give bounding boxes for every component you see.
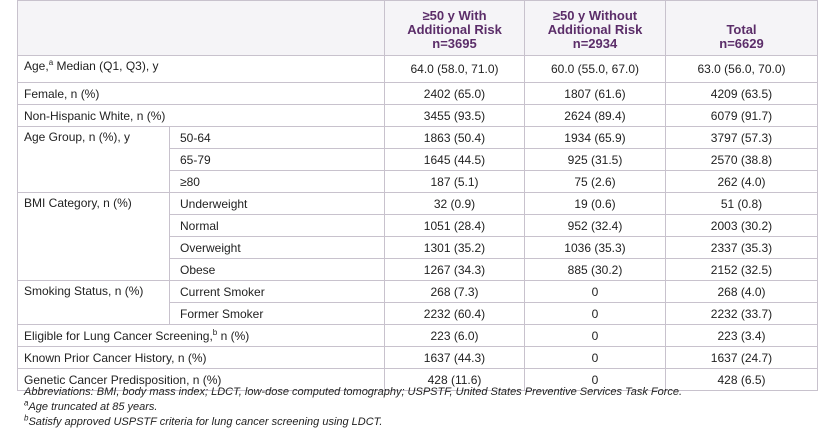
row-label-smoking-status: Smoking Status, n (%)	[17, 280, 170, 325]
table-row: Age Group, n (%), y 50-64 1863 (50.4) 19…	[17, 126, 818, 193]
cell-value: 0	[524, 302, 666, 325]
cell-value: 952 (32.4)	[524, 214, 666, 237]
cell-value: 1863 (50.4)	[384, 126, 525, 149]
cell-value: 1036 (35.3)	[524, 236, 666, 259]
cell-value: 428 (6.5)	[665, 368, 818, 391]
cell-value: 1807 (61.6)	[524, 82, 666, 105]
cell-value: 60.0 (55.0, 67.0)	[524, 55, 666, 83]
cell-value: 223 (6.0)	[384, 324, 525, 347]
table-row: Overweight 1301 (35.2) 1036 (35.3) 2337 …	[18, 236, 818, 259]
row-label-prior-cancer: Known Prior Cancer History, n (%)	[17, 346, 385, 369]
cell-value: 19 (0.6)	[524, 192, 666, 215]
cell-value: 3455 (93.5)	[384, 104, 525, 127]
cell-value: 1637 (44.3)	[384, 346, 525, 369]
table-row: Non-Hispanic White, n (%) 3455 (93.5) 26…	[17, 104, 818, 127]
cell-value: 2337 (35.3)	[665, 236, 818, 259]
cell-value: 885 (30.2)	[524, 258, 666, 281]
cell-value: 75 (2.6)	[524, 170, 666, 193]
table-row: Genetic Cancer Predisposition, n (%) 428…	[17, 368, 818, 391]
cell-value: 223 (3.4)	[665, 324, 818, 347]
cell-value: 2152 (32.5)	[665, 258, 818, 281]
cell-value: 268 (4.0)	[665, 280, 818, 303]
row-sublabel: Underweight	[169, 192, 385, 215]
cell-value: 428 (11.6)	[384, 368, 525, 391]
header-with-risk: ≥50 y With Additional Risk n=3695	[384, 0, 525, 56]
cell-value: 51 (0.8)	[665, 192, 818, 215]
cell-value: 0	[524, 324, 666, 347]
table-row: Former Smoker 2232 (60.4) 0 2232 (33.7)	[18, 302, 818, 325]
table-row: Female, n (%) 2402 (65.0) 1807 (61.6) 42…	[17, 82, 818, 105]
row-sublabel: Current Smoker	[169, 280, 385, 303]
cell-value: 0	[524, 346, 666, 369]
row-label-non-hispanic-white: Non-Hispanic White, n (%)	[17, 104, 385, 127]
table-row: Known Prior Cancer History, n (%) 1637 (…	[17, 346, 818, 369]
cell-value: 4209 (63.5)	[665, 82, 818, 105]
cell-value: 63.0 (56.0, 70.0)	[665, 55, 818, 83]
table-row: BMI Category, n (%) Underweight 32 (0.9)…	[17, 192, 818, 281]
row-sublabel: Obese	[169, 258, 385, 281]
cell-value: 268 (7.3)	[384, 280, 525, 303]
row-sublabel: ≥80	[169, 170, 385, 193]
table-row: Eligible for Lung Cancer Screening,b n (…	[17, 324, 818, 347]
row-sublabel: 65-79	[169, 148, 385, 171]
cell-value: 1051 (28.4)	[384, 214, 525, 237]
row-sublabel: Former Smoker	[169, 302, 385, 325]
row-label-bmi-category: BMI Category, n (%)	[17, 192, 170, 281]
row-label-female: Female, n (%)	[17, 82, 385, 105]
row-label-eligible-screening: Eligible for Lung Cancer Screening,b n (…	[17, 324, 385, 347]
cell-value: 187 (5.1)	[384, 170, 525, 193]
row-label-age-median: Age,a Median (Q1, Q3), y	[17, 55, 385, 83]
baseline-characteristics-table: ≥50 y With Additional Risk n=3695 ≥50 y …	[17, 0, 818, 391]
cell-value: 1637 (24.7)	[665, 346, 818, 369]
cell-value: 3797 (57.3)	[665, 126, 818, 149]
row-label-age-group: Age Group, n (%), y	[17, 126, 170, 193]
row-sublabel: 50-64	[169, 126, 385, 149]
cell-value: 2402 (65.0)	[384, 82, 525, 105]
footnote-b: bSatisfy approved USPSTF criteria for lu…	[24, 413, 383, 428]
cell-value: 32 (0.9)	[384, 192, 525, 215]
header-row: ≥50 y With Additional Risk n=3695 ≥50 y …	[17, 0, 818, 56]
table-footnotes: Abbreviations: BMI, body mass index; LDC…	[24, 385, 824, 430]
cell-value: 2624 (89.4)	[524, 104, 666, 127]
cell-value: 0	[524, 368, 666, 391]
cell-value: 6079 (91.7)	[665, 104, 818, 127]
cell-value: 262 (4.0)	[665, 170, 818, 193]
cell-value: 1645 (44.5)	[384, 148, 525, 171]
table-row: Age,a Median (Q1, Q3), y 64.0 (58.0, 71.…	[17, 55, 818, 83]
row-sublabel: Overweight	[169, 236, 385, 259]
cell-value: 64.0 (58.0, 71.0)	[384, 55, 525, 83]
cell-value: 1267 (34.3)	[384, 258, 525, 281]
cell-value: 2003 (30.2)	[665, 214, 818, 237]
header-total: Total n=6629	[665, 0, 818, 56]
header-without-risk: ≥50 y Without Additional Risk n=2934	[524, 0, 666, 56]
cell-value: 925 (31.5)	[524, 148, 666, 171]
row-label-genetic-predisposition: Genetic Cancer Predisposition, n (%)	[17, 368, 385, 391]
row-sublabel: Normal	[169, 214, 385, 237]
footnote-abbreviations: Abbreviations: BMI, body mass index; LDC…	[24, 386, 683, 398]
footnote-a: aAge truncated at 85 years.	[24, 398, 158, 413]
table-row: Normal 1051 (28.4) 952 (32.4) 2003 (30.2…	[18, 214, 818, 237]
cell-value: 1301 (35.2)	[384, 236, 525, 259]
cell-value: 2232 (33.7)	[665, 302, 818, 325]
header-blank-cell	[17, 0, 385, 56]
cell-value: 2570 (38.8)	[665, 148, 818, 171]
table-row: Smoking Status, n (%) Current Smoker 268…	[17, 280, 818, 325]
cell-value: 0	[524, 280, 666, 303]
cell-value: 1934 (65.9)	[524, 126, 666, 149]
table-row: Obese 1267 (34.3) 885 (30.2) 2152 (32.5)	[18, 258, 818, 281]
cell-value: 2232 (60.4)	[384, 302, 525, 325]
